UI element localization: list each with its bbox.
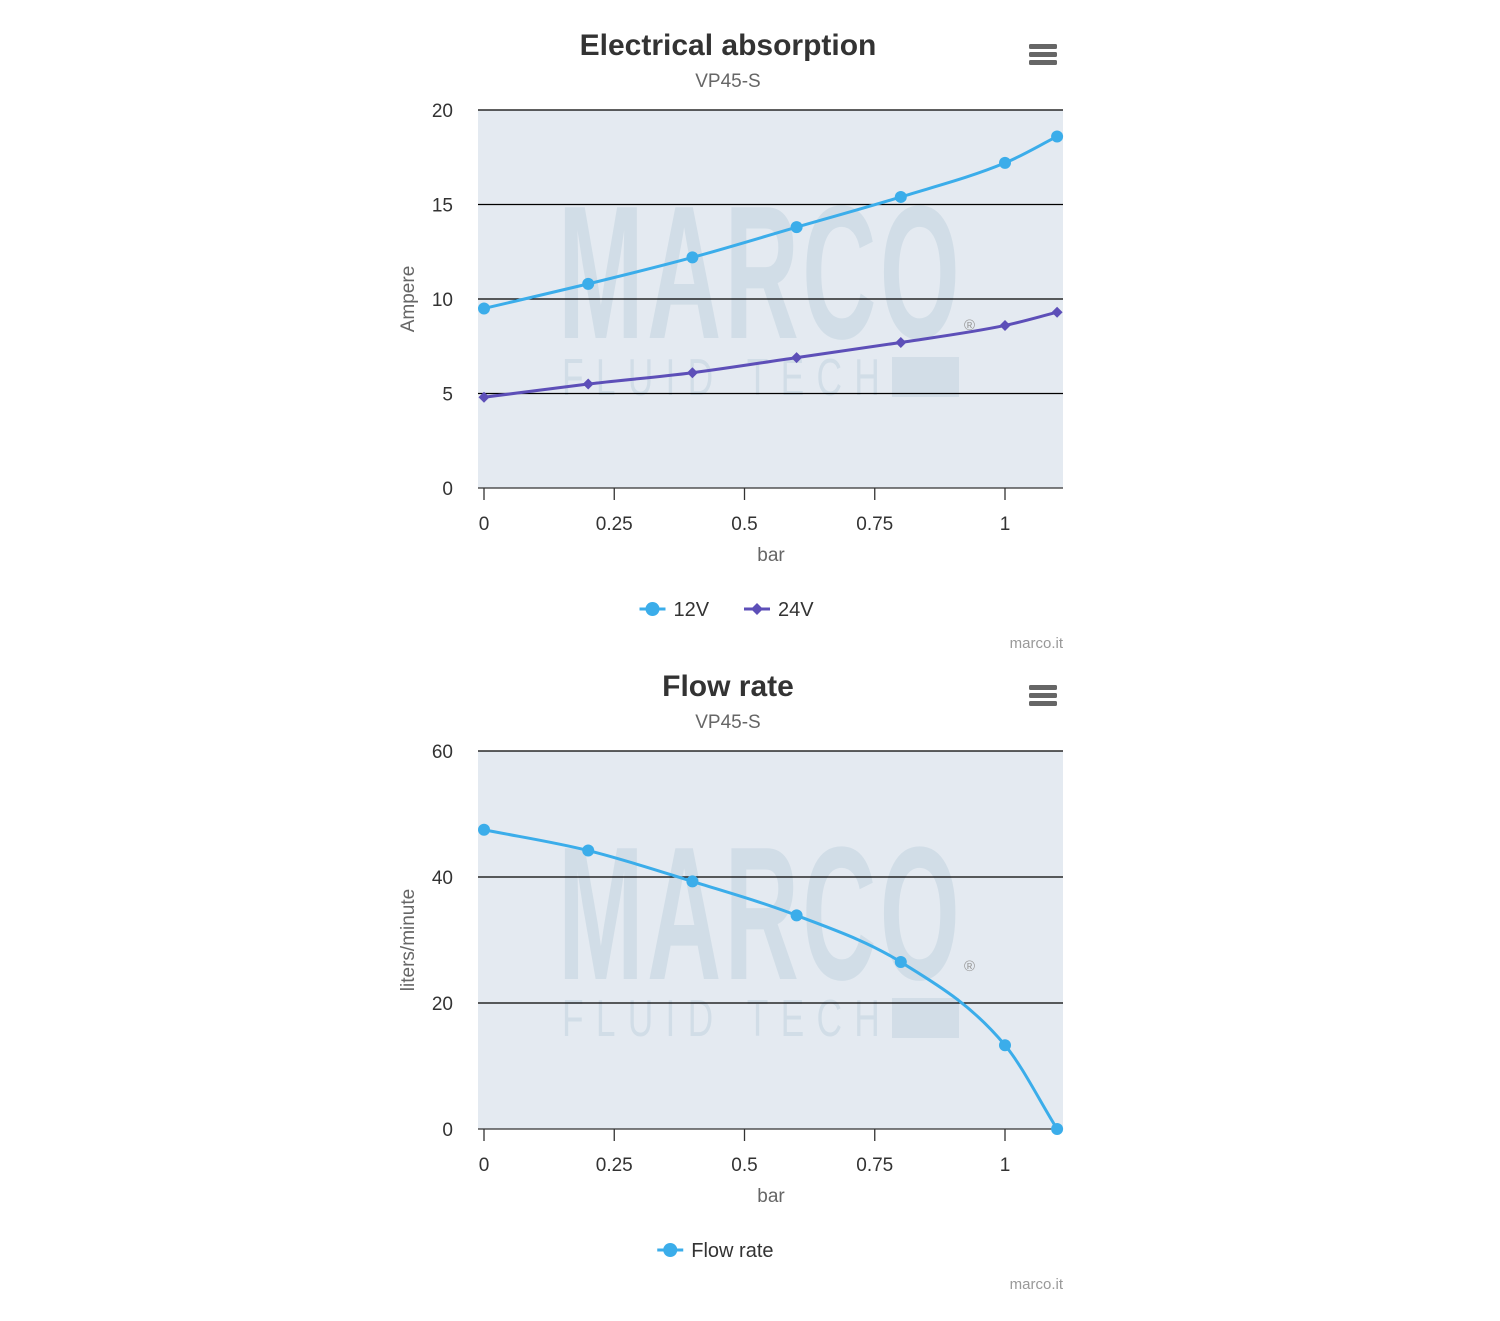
chart-title: Flow rate	[662, 670, 794, 703]
menu-icon-bar	[1029, 685, 1057, 690]
electrical-absorption-chart: Electrical absorption VP45-S MARCO FLUID TE…	[0, 0, 1500, 660]
y-tick-label: 40	[432, 868, 453, 889]
data-point-marker[interactable]	[894, 190, 907, 203]
credits-link[interactable]: marco.it	[1010, 635, 1064, 652]
data-point-marker[interactable]	[1051, 306, 1063, 318]
data-point-marker[interactable]	[478, 391, 490, 403]
legend-label: 24V	[778, 599, 814, 621]
menu-icon-bar	[1029, 44, 1057, 49]
menu-icon-bar	[1029, 60, 1057, 65]
data-point-marker[interactable]	[791, 352, 803, 364]
x-tick-label: 1	[1000, 1155, 1011, 1176]
chart-legend: Flow rate	[657, 1240, 774, 1262]
menu-icon-bar	[1029, 701, 1057, 706]
watermark-text-fluid-tech: FLUID TECH	[562, 990, 892, 1048]
data-point-marker[interactable]	[790, 909, 803, 922]
data-point-marker[interactable]	[686, 875, 699, 888]
data-point-marker[interactable]	[582, 277, 595, 290]
legend-label: 12V	[674, 599, 710, 621]
x-tick-label: 0.75	[856, 514, 893, 535]
context-menu-button[interactable]	[1029, 685, 1057, 706]
x-tick-label: 0.25	[596, 1155, 633, 1176]
watermark-text-marco: MARCO	[558, 808, 963, 1020]
data-point-marker[interactable]	[478, 823, 490, 836]
y-axis-title: liters/minute	[398, 889, 419, 991]
y-tick-label: 60	[432, 742, 453, 763]
x-tick-label: 0.25	[596, 514, 633, 535]
y-tick-label: 20	[432, 101, 453, 122]
y-tick-label: 5	[442, 385, 453, 406]
legend-item[interactable]: 12V	[639, 599, 710, 621]
data-point-marker[interactable]	[478, 302, 490, 315]
data-point-marker[interactable]	[582, 844, 595, 857]
menu-icon-bar	[1029, 693, 1057, 698]
watermark-registered-mark: ®	[964, 958, 975, 975]
chart-title: Electrical absorption	[580, 29, 877, 62]
watermark-registered-mark: ®	[964, 317, 975, 334]
chart-legend: 12V 24V	[639, 599, 814, 621]
data-point-marker[interactable]	[1051, 130, 1064, 143]
y-tick-label: 15	[432, 196, 453, 217]
y-tick-label: 0	[442, 479, 453, 500]
data-point-marker[interactable]	[1051, 1123, 1064, 1135]
x-tick-label: 1	[1000, 514, 1011, 535]
x-tick-label: 0.75	[856, 1155, 893, 1176]
legend-item[interactable]: Flow rate	[657, 1240, 774, 1262]
y-axis-title: Ampere	[398, 266, 419, 333]
data-point-marker[interactable]	[999, 156, 1011, 169]
x-tick-label: 0.5	[731, 514, 757, 535]
watermark-block	[892, 357, 959, 397]
data-point-marker[interactable]	[894, 956, 907, 969]
credits-link[interactable]: marco.it	[1010, 1276, 1064, 1293]
x-tick-label: 0.5	[731, 1155, 757, 1176]
hamburger-menu-icon[interactable]	[1029, 685, 1057, 706]
legend-label: Flow rate	[691, 1240, 773, 1262]
watermark-text-fluid-tech: FLUID TECH	[562, 349, 892, 407]
data-point-marker[interactable]	[686, 367, 698, 379]
hamburger-menu-icon[interactable]	[1029, 44, 1057, 65]
data-point-marker[interactable]	[582, 378, 594, 390]
x-tick-label: 0	[479, 1155, 490, 1176]
legend-item[interactable]: 24V	[744, 599, 814, 621]
chart-subtitle: VP45-S	[695, 71, 760, 92]
x-axis-title: bar	[757, 1186, 785, 1207]
legend-circle-marker	[645, 602, 660, 616]
series-flow-rate	[478, 823, 1064, 1135]
x-axis-title: bar	[757, 545, 785, 566]
data-point-marker[interactable]	[895, 336, 907, 348]
y-tick-label: 0	[442, 1120, 453, 1141]
plot-background	[478, 751, 1063, 1129]
series-12v	[478, 130, 1064, 315]
data-point-marker[interactable]	[790, 221, 803, 234]
menu-icon-bar	[1029, 52, 1057, 57]
legend-circle-marker	[663, 1243, 678, 1257]
legend-diamond-marker	[751, 603, 763, 615]
data-point-marker[interactable]	[999, 1039, 1011, 1052]
y-tick-label: 10	[432, 290, 453, 311]
flow-rate-chart: Flow rate VP45-S MARCO FLUID TECH ® 0 20 40 60 0 0…	[0, 641, 1500, 1301]
data-point-marker[interactable]	[686, 251, 699, 264]
chart-subtitle: VP45-S	[695, 712, 760, 733]
x-tick-label: 0	[479, 514, 490, 535]
context-menu-button[interactable]	[1029, 44, 1057, 65]
series-24v	[478, 306, 1063, 403]
watermark-block	[892, 998, 959, 1038]
data-point-marker[interactable]	[999, 319, 1011, 331]
y-tick-label: 20	[432, 994, 453, 1015]
